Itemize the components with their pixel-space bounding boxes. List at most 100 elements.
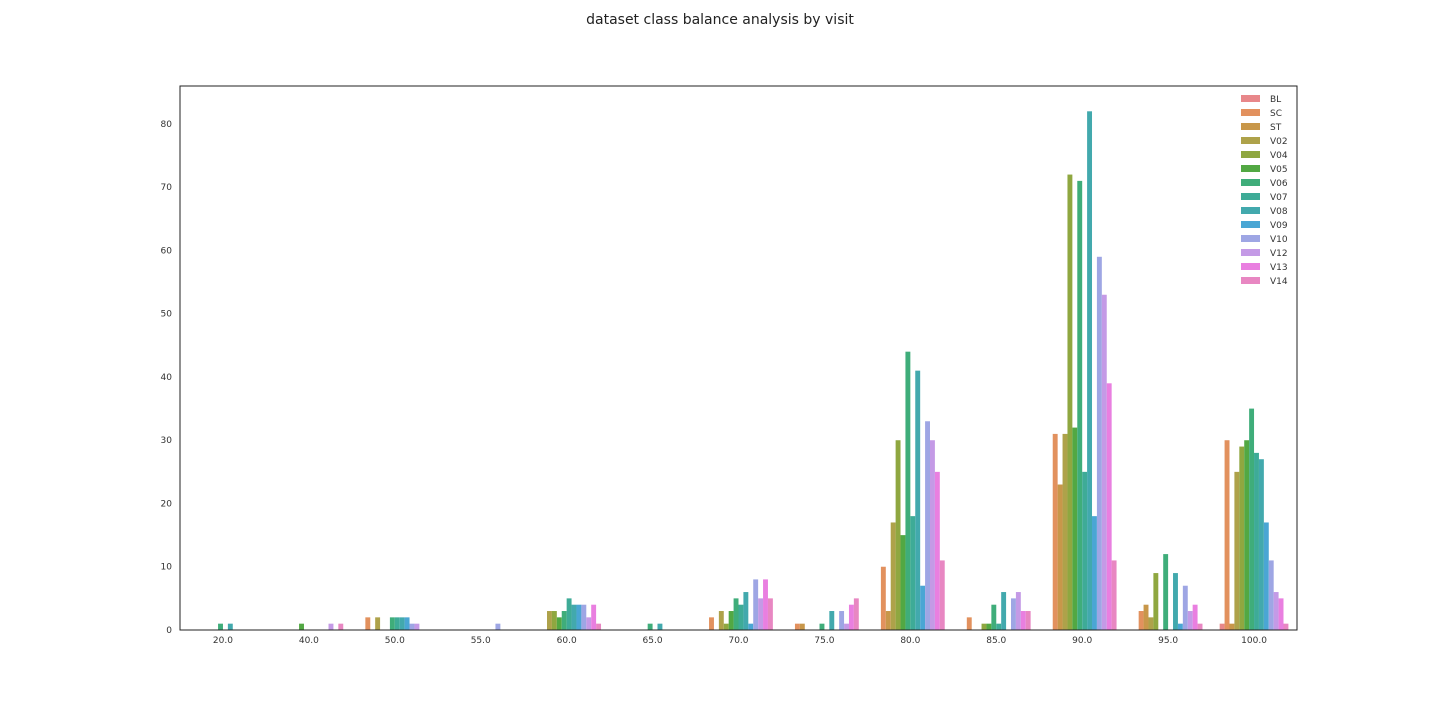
bar-V04-100.0 — [1239, 446, 1245, 630]
bar-V13-75.0 — [848, 604, 854, 630]
bar-V14-80.0 — [939, 560, 945, 630]
legend-label-V09: V09 — [1270, 221, 1288, 231]
legend-label-V10: V10 — [1270, 235, 1288, 245]
legend-label-BL: BL — [1270, 95, 1281, 105]
bar-SC-70.0 — [709, 617, 714, 630]
bar-V14-75.0 — [853, 598, 859, 630]
bar-V02-60.0 — [547, 611, 552, 630]
legend-swatch-V07 — [1241, 193, 1260, 200]
bar-V09-50.0 — [404, 617, 410, 630]
legend-label-V04: V04 — [1270, 151, 1288, 161]
bar-V13-60.0 — [591, 604, 597, 630]
bar-V10-75.0 — [839, 611, 845, 630]
bar-V08-50.0 — [399, 617, 405, 630]
bar-V05-40.0 — [299, 623, 304, 630]
bar-V08-80.0 — [915, 370, 921, 630]
bar-V10-70.0 — [753, 579, 759, 630]
x-tick-label: 85.0 — [986, 636, 1006, 646]
legend-swatch-V13 — [1241, 263, 1260, 270]
bar-V06-85.0 — [991, 604, 997, 630]
bar-V08-75.0 — [829, 611, 835, 630]
legend-label-ST: ST — [1270, 123, 1282, 133]
bar-V13-90.0 — [1106, 383, 1112, 630]
x-tick-label: 20.0 — [213, 636, 233, 646]
bar-V13-85.0 — [1020, 611, 1026, 630]
bar-V09-80.0 — [920, 585, 926, 630]
bar-V13-95.0 — [1192, 604, 1198, 630]
bar-V07-70.0 — [738, 604, 744, 630]
bar-V02-100.0 — [1234, 471, 1240, 630]
bar-V14-70.0 — [767, 598, 773, 630]
bar-SC-50.0 — [365, 617, 371, 630]
bar-ST-80.0 — [885, 611, 891, 630]
bar-SC-80.0 — [880, 566, 886, 630]
x-tick-label: 65.0 — [643, 636, 663, 646]
bar-V07-100.0 — [1254, 452, 1259, 630]
bar-V10-100.0 — [1268, 560, 1274, 630]
bar-V08-70.0 — [743, 592, 749, 630]
y-tick-label: 30 — [161, 436, 173, 446]
bar-V08-85.0 — [1001, 592, 1007, 630]
bar-V05-70.0 — [728, 611, 734, 630]
legend-swatch-V10 — [1241, 235, 1260, 242]
legend-swatch-BL — [1241, 95, 1260, 102]
y-axis: 0 10 20 30 40 50 60 70 80 — [161, 120, 173, 636]
bar-V12-60.0 — [586, 617, 592, 630]
bar-V04-60.0 — [551, 611, 557, 630]
bar-ST-90.0 — [1057, 484, 1063, 630]
legend-swatch-V08 — [1241, 207, 1260, 214]
bar-V14-90.0 — [1111, 560, 1117, 630]
legend-swatch-V06 — [1241, 179, 1260, 186]
bar-V10-50.0 — [409, 623, 415, 630]
bar-V10-85.0 — [1011, 598, 1016, 630]
bar-V05-60.0 — [556, 617, 562, 630]
y-tick-label: 70 — [161, 183, 173, 193]
bar-V14-85.0 — [1025, 611, 1031, 630]
bar-V04-85.0 — [981, 623, 987, 630]
bar-V12-50.0 — [414, 623, 420, 630]
bar-V06-50.0 — [389, 617, 395, 630]
x-tick-label: 40.0 — [299, 636, 319, 646]
bar-SC-100.0 — [1224, 440, 1230, 630]
bar-V06-90.0 — [1077, 180, 1083, 630]
x-tick-label: 50.0 — [385, 636, 405, 646]
bar-V04-80.0 — [895, 440, 901, 630]
bar-V06-65.0 — [647, 623, 653, 630]
bar-V07-80.0 — [910, 516, 916, 630]
bar-V14-60.0 — [596, 623, 602, 630]
bar-V06-20.0 — [218, 623, 223, 630]
bar-SC-75.0 — [794, 623, 800, 630]
bar-V10-80.0 — [925, 421, 930, 630]
bar-SC-90.0 — [1052, 433, 1058, 630]
x-tick-label: 100.0 — [1241, 636, 1267, 646]
bar-V10-60.0 — [581, 604, 587, 630]
legend-label-V13: V13 — [1270, 263, 1288, 273]
bar-V07-50.0 — [394, 617, 400, 630]
bar-V10-55.0 — [495, 623, 501, 630]
bar-V12-90.0 — [1101, 294, 1107, 630]
bar-V02-50.0 — [375, 617, 381, 630]
bar-V09-70.0 — [748, 623, 754, 630]
bar-V07-60.0 — [566, 598, 572, 630]
bar-V12-75.0 — [844, 623, 849, 630]
bar-SC-85.0 — [966, 617, 972, 630]
bar-V04-95.0 — [1153, 573, 1159, 630]
bar-V13-70.0 — [763, 579, 768, 630]
bar-SC-95.0 — [1138, 611, 1144, 630]
bar-V08-95.0 — [1173, 573, 1178, 630]
y-tick-label: 0 — [166, 626, 172, 636]
bar-V06-70.0 — [733, 598, 739, 630]
bar-V13-100.0 — [1278, 598, 1284, 630]
bar-V06-100.0 — [1249, 408, 1255, 630]
x-tick-label: 55.0 — [471, 636, 491, 646]
bar-V05-80.0 — [900, 535, 906, 630]
x-tick-label: 70.0 — [728, 636, 748, 646]
bar-ST-75.0 — [799, 623, 805, 630]
bar-V13-80.0 — [934, 471, 940, 630]
bar-V07-85.0 — [996, 623, 1002, 630]
bar-V09-90.0 — [1092, 516, 1097, 630]
bar-V12-70.0 — [758, 598, 764, 630]
bar-V05-85.0 — [986, 623, 992, 630]
bar-V14-95.0 — [1197, 623, 1203, 630]
chart-title: dataset class balance analysis by visit — [586, 12, 854, 28]
